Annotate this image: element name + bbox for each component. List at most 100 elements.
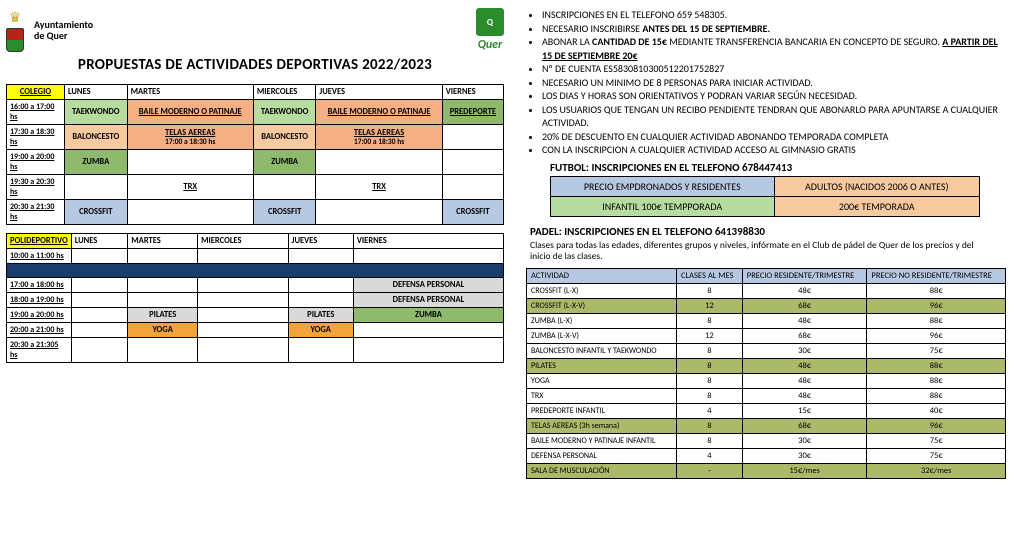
activity-cell: TRX: [127, 175, 253, 200]
info-item: NECESARIO UN MINIMO DE 8 PERSONAS PARA I…: [542, 76, 1000, 90]
activity-cell: [288, 338, 353, 363]
price-activity: TELAS AEREAS (3h semana): [527, 419, 677, 434]
price-nores: 88€: [867, 359, 1006, 374]
activity-cell: [128, 293, 198, 308]
price-nores: 96€: [867, 299, 1006, 314]
activity-cell: BAILE MODERNO O PATINAJE: [316, 100, 442, 125]
price-classes: 12: [677, 299, 743, 314]
activity-cell: CROSSFIT: [65, 200, 128, 225]
price-res: 15€: [742, 404, 867, 419]
activity-cell: [128, 249, 198, 264]
info-item: CON LA INSCRIPCION A CUALQUIER ACTIVIDAD…: [542, 143, 1000, 157]
activity-cell: [288, 278, 353, 293]
activity-cell: BAILE MODERNO O PATINAJE: [127, 100, 253, 125]
time-cell: 20:30 a 21:30 hs: [7, 200, 65, 225]
price-nores: 88€: [867, 284, 1006, 299]
price-res: 48€: [742, 374, 867, 389]
price-res: 68€: [742, 419, 867, 434]
price-nores: 96€: [867, 329, 1006, 344]
day-header: MARTES: [128, 234, 198, 249]
activity-cell: TELAS AEREAS17:00 a 18:30 hs: [316, 125, 442, 150]
price-classes: 12: [677, 329, 743, 344]
time-cell: 19:00 a 20:00 hs: [7, 150, 65, 175]
activity-cell: [71, 338, 128, 363]
activity-cell: TAEKWONDO: [253, 100, 316, 125]
activity-cell: PILATES: [128, 308, 198, 323]
activity-cell: CROSSFIT: [253, 200, 316, 225]
activity-cell: [253, 175, 316, 200]
padel-title: PADEL: INSCRIPCIONES EN EL TELEFONO 6413…: [530, 225, 1000, 238]
price-nores: 75€: [867, 344, 1006, 359]
price-activity: ZUMBA (L-X): [527, 314, 677, 329]
day-header: VIERNES: [353, 234, 503, 249]
time-cell: 17:00 a 18:00 hs: [7, 278, 72, 293]
price-res: 15€/mes: [742, 464, 867, 479]
price-activity: PILATES: [527, 359, 677, 374]
day-header: MIERCOLES: [198, 234, 289, 249]
price-res: 30€: [742, 434, 867, 449]
time-cell: 10:00 a 11:00 hs: [7, 249, 72, 264]
price-activity: BALONCESTO INFANTIL Y TAEKWONDO: [527, 344, 677, 359]
activity-cell: PREDEPORTE: [442, 100, 503, 125]
activity-cell: [71, 278, 128, 293]
activity-cell: [316, 200, 442, 225]
price-nores: 88€: [867, 374, 1006, 389]
price-header: ACTIVIDAD: [527, 269, 677, 284]
quer-icon: Q: [476, 8, 504, 36]
activity-cell: [353, 323, 503, 338]
info-item: NECESARIO INSCRIBIRSE ANTES DEL 15 DE SE…: [542, 22, 1000, 36]
header: ♛ Ayuntamiento de Quer Q Quer: [6, 8, 504, 52]
activity-cell: ZUMBA: [65, 150, 128, 175]
info-item: ABONAR LA CANTIDAD DE 15€ MEDIANTE TRANS…: [542, 35, 1000, 62]
time-cell: 16:00 a 17:00 hs: [7, 100, 65, 125]
sched-label: COLEGIO: [7, 85, 65, 100]
price-classes: 8: [677, 389, 743, 404]
price-nores: 32€/mes: [867, 464, 1006, 479]
futbol-table: PRECIO EMPDRONADOS Y RESIDENTES ADULTOS …: [550, 176, 980, 217]
futbol-h1: PRECIO EMPDRONADOS Y RESIDENTES: [551, 176, 775, 196]
activity-cell: [127, 150, 253, 175]
price-classes: 8: [677, 344, 743, 359]
activity-cell: [71, 249, 128, 264]
info-item: INSCRIPCIONES EN EL TELEFONO 659 548305.: [542, 8, 1000, 22]
price-header: CLASES AL MES: [677, 269, 743, 284]
price-classes: 8: [677, 314, 743, 329]
activity-cell: CROSSFIT: [442, 200, 503, 225]
activity-cell: DEFENSA PERSONAL: [353, 293, 503, 308]
activity-cell: [198, 323, 289, 338]
price-activity: TRX: [527, 389, 677, 404]
ayto-line2: de Quer: [34, 30, 93, 41]
activity-cell: [127, 200, 253, 225]
price-header: PRECIO NO RESIDENTE/TRIMESTRE: [867, 269, 1006, 284]
activity-cell: [442, 175, 503, 200]
info-item: LOS USUARIOS QUE TENGAN UN RECIBO PENDIE…: [542, 103, 1000, 130]
price-nores: 40€: [867, 404, 1006, 419]
quer-logo: Q Quer: [476, 8, 504, 52]
activity-cell: BALONCESTO: [65, 125, 128, 150]
activity-cell: [316, 150, 442, 175]
quer-text: Quer: [476, 38, 504, 52]
price-nores: 75€: [867, 434, 1006, 449]
activity-cell: [288, 293, 353, 308]
day-header: LUNES: [71, 234, 128, 249]
price-nores: 96€: [867, 419, 1006, 434]
futbol-r1: INFANTIL 100€ TEMPPORADA: [551, 196, 775, 216]
activity-cell: [65, 175, 128, 200]
page-title: PROPUESTAS DE ACTIVIDADES DEPORTIVAS 202…: [6, 56, 504, 74]
activity-cell: [198, 249, 289, 264]
activity-cell: TELAS AEREAS17:00 a 18:30 hs: [127, 125, 253, 150]
day-header: VIERNES: [442, 85, 503, 100]
activity-cell: TRX: [316, 175, 442, 200]
activity-cell: ZUMBA: [253, 150, 316, 175]
price-activity: DEFENSA PERSONAL: [527, 449, 677, 464]
info-item: LOS DIAS Y HORAS SON ORIENTATIVOS Y PODR…: [542, 89, 1000, 103]
info-item: Nº DE CUENTA ES5830810300512201752827: [542, 62, 1000, 76]
crown-icon: ♛: [9, 9, 22, 26]
price-nores: 88€: [867, 389, 1006, 404]
price-nores: 88€: [867, 314, 1006, 329]
price-res: 48€: [742, 284, 867, 299]
activity-cell: [442, 150, 503, 175]
activity-cell: [288, 249, 353, 264]
time-cell: 20:00 a 21:00 hs: [7, 323, 72, 338]
price-res: 48€: [742, 359, 867, 374]
